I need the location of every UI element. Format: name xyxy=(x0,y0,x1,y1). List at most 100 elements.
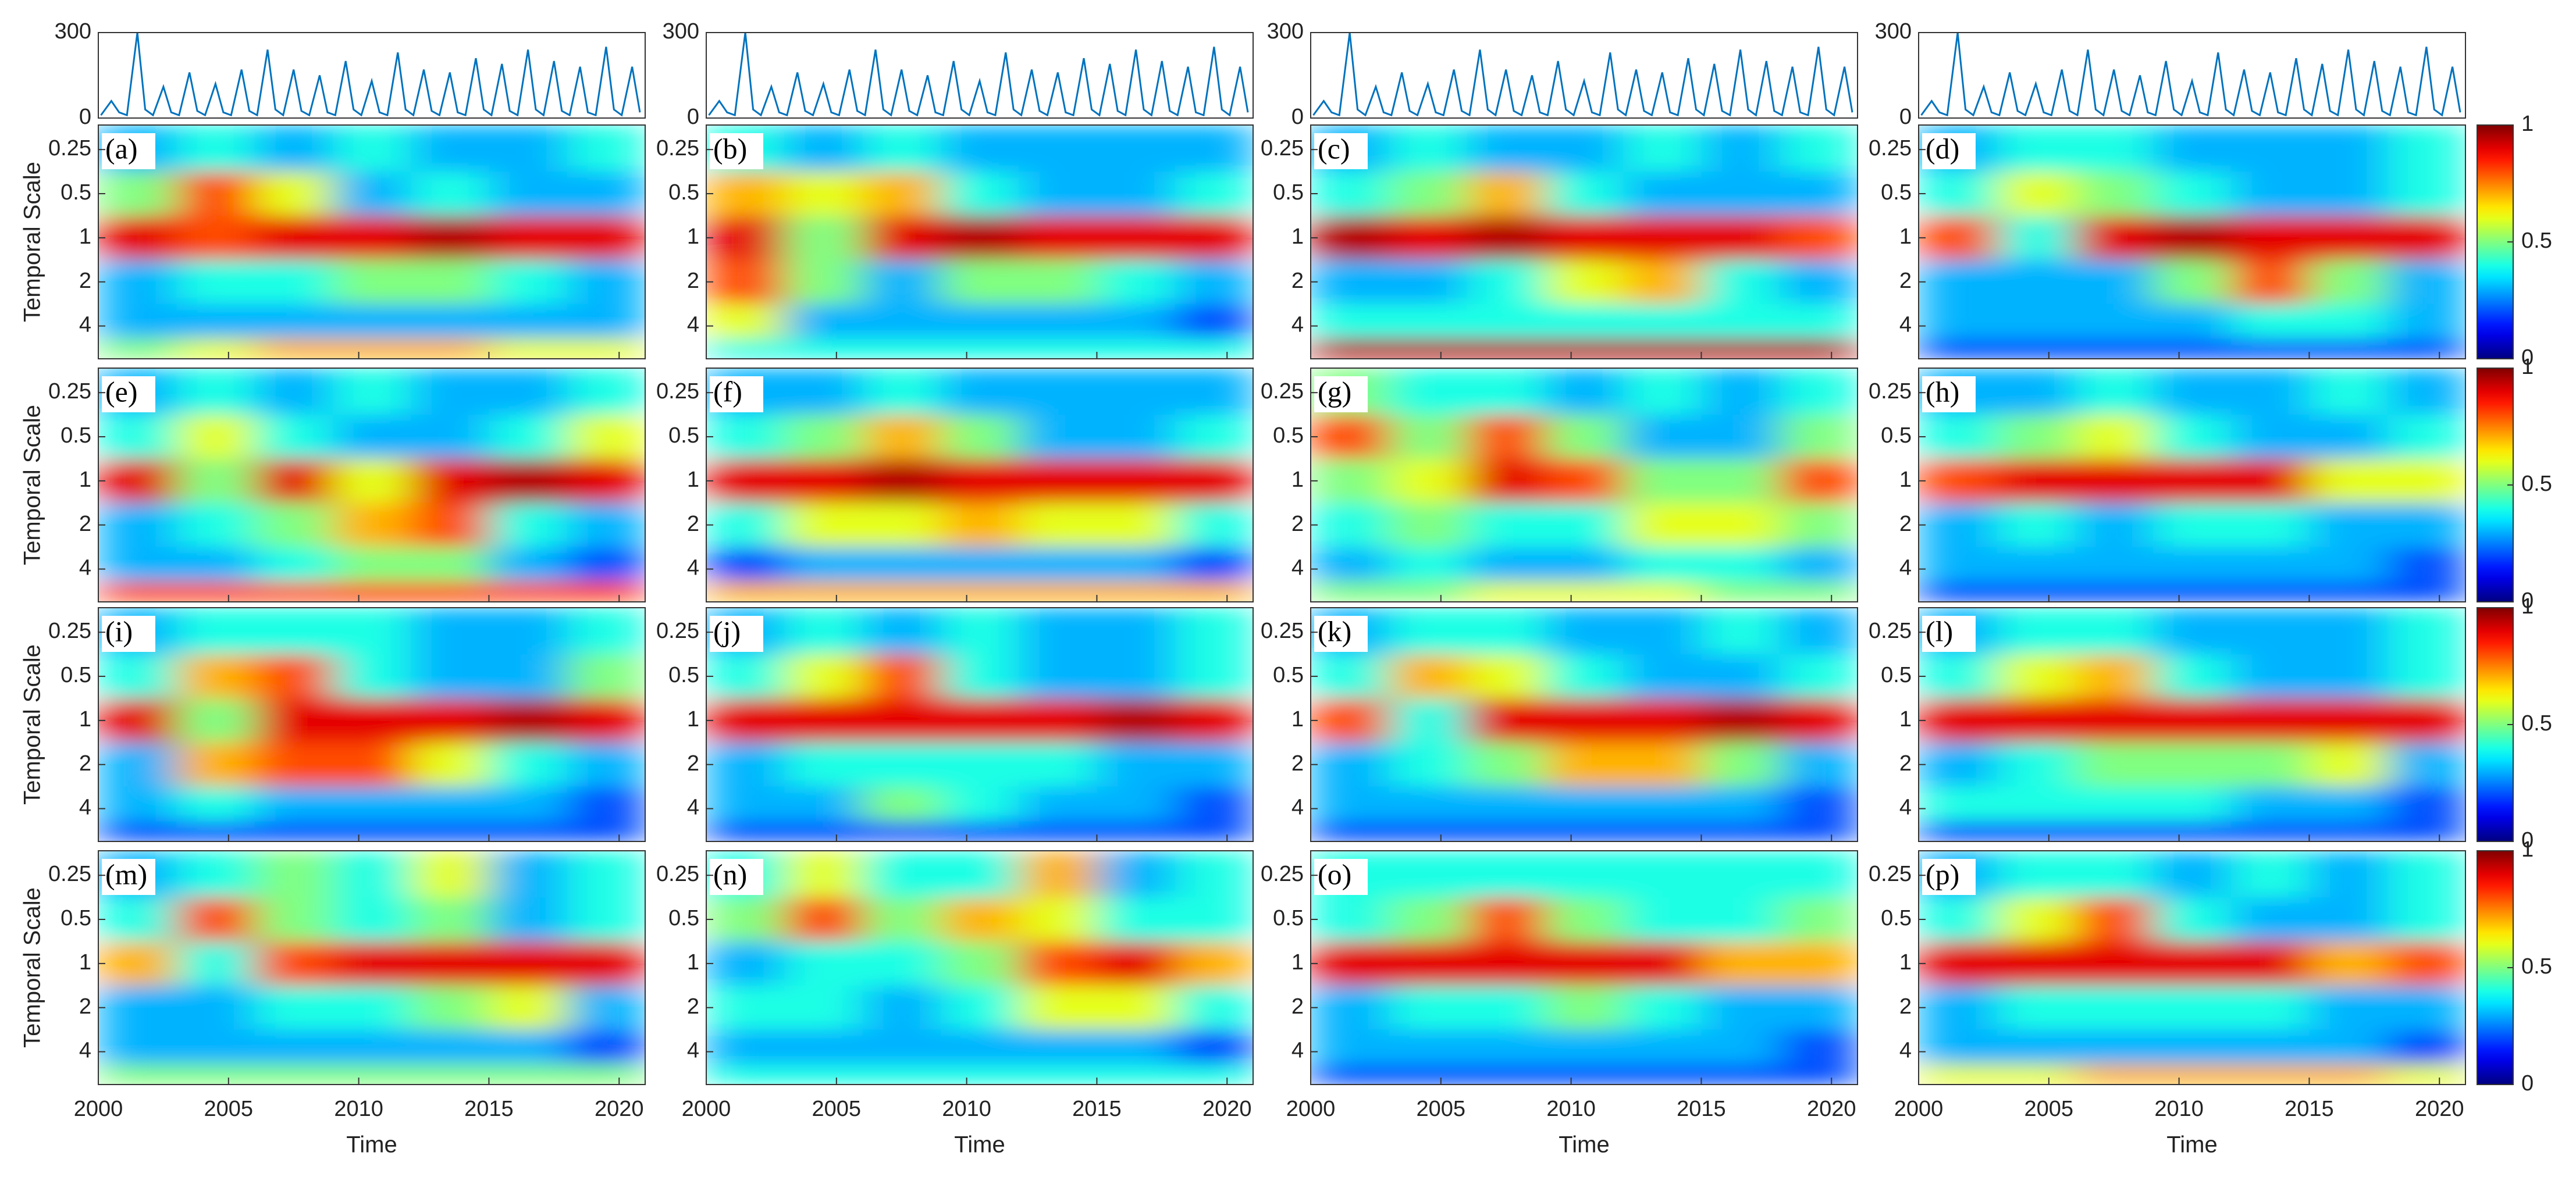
heat-cell xyxy=(1175,304,1253,340)
heat-cell xyxy=(2387,547,2465,583)
y-tick-label: 4 xyxy=(1291,1039,1304,1063)
heat-cell xyxy=(1545,458,1624,504)
y-tick-label: 2 xyxy=(1899,269,1912,293)
heat-cell xyxy=(1997,458,2076,504)
heat-cell xyxy=(1097,608,1176,655)
heat-cell xyxy=(2309,654,2388,699)
heat-cell xyxy=(1097,941,1176,986)
heat-cell xyxy=(940,821,1019,841)
panel-label: (l) xyxy=(1926,615,1953,647)
heat-cell xyxy=(1019,304,1097,340)
heat-cell xyxy=(489,897,568,942)
heat-cell xyxy=(98,786,177,822)
y-tick-label: 2 xyxy=(79,751,91,776)
heat-cell xyxy=(1623,338,1702,359)
heat-cell xyxy=(1097,259,1176,305)
heat-cell xyxy=(567,368,645,415)
heat-cell xyxy=(1019,654,1097,699)
heat-cell xyxy=(862,1064,941,1085)
heat-cell xyxy=(1311,897,1389,942)
heat-cell xyxy=(332,821,411,841)
heat-cell xyxy=(706,786,785,822)
heat-cell xyxy=(706,415,785,459)
heat-cell xyxy=(1019,985,1097,1030)
heat-cell xyxy=(1097,985,1176,1030)
heat-cell xyxy=(176,304,255,340)
heat-cell xyxy=(940,415,1019,459)
heat-cell xyxy=(567,742,645,787)
heat-cell xyxy=(1997,502,2076,548)
heat-cell xyxy=(1389,415,1468,459)
heat-cell xyxy=(1097,1064,1176,1085)
heat-cell xyxy=(1779,304,1858,340)
y-tick-label: 0.25 xyxy=(48,619,91,643)
heat-cell xyxy=(2152,582,2232,602)
heat-cell xyxy=(2152,698,2232,743)
y-tick-label: 0.25 xyxy=(48,379,91,404)
heat-cell xyxy=(2075,941,2154,986)
heat-cell xyxy=(706,985,785,1030)
y-tick-label: 1 xyxy=(687,468,699,492)
heat-cell xyxy=(1097,215,1176,261)
heat-cell xyxy=(784,502,863,548)
plot-frame xyxy=(98,32,646,119)
heat-cell xyxy=(1779,786,1858,822)
heat-cell xyxy=(2309,338,2388,359)
heat-cell xyxy=(489,742,568,787)
heat-cell xyxy=(489,941,568,986)
y-tick-label: 0.25 xyxy=(656,619,699,643)
heat-cell xyxy=(1311,547,1389,583)
heat-cell xyxy=(1389,851,1468,898)
plot-frame xyxy=(98,368,646,602)
heat-cell xyxy=(411,547,489,583)
heat-cell xyxy=(1175,1029,1253,1065)
y-tick-label: 0.5 xyxy=(61,423,91,448)
heat-cell xyxy=(2152,1064,2232,1085)
heat-cell xyxy=(1467,941,1546,986)
heat-cell xyxy=(1389,172,1468,216)
y-tick-label: 4 xyxy=(687,796,699,820)
y-tick-label: 0.5 xyxy=(1273,663,1304,687)
heat-cell xyxy=(1919,547,1997,583)
heat-cell xyxy=(2387,1029,2465,1065)
heat-cell xyxy=(2309,941,2388,986)
heat-cell xyxy=(1019,338,1097,359)
heat-cell xyxy=(2387,502,2465,548)
heat-cell xyxy=(940,1064,1019,1085)
heat-cell xyxy=(1175,941,1253,986)
y-tick-label: 1 xyxy=(1291,707,1304,732)
heat-cell xyxy=(1389,985,1468,1030)
y-tick-label: 0.5 xyxy=(1273,423,1304,448)
heat-cell xyxy=(940,368,1019,415)
heat-cell xyxy=(2309,215,2388,261)
heat-cell xyxy=(1701,1029,1780,1065)
heatmap xyxy=(706,368,1253,602)
heat-cell xyxy=(98,502,177,548)
x-axis-title: Time xyxy=(346,1132,397,1158)
heat-cell xyxy=(1097,654,1176,699)
heat-cell xyxy=(784,608,863,655)
heat-cell xyxy=(411,897,489,942)
heat-cell xyxy=(2387,608,2465,655)
heat-cell xyxy=(2309,259,2388,305)
heat-cell xyxy=(332,742,411,787)
y-tick-label: 4 xyxy=(1899,796,1912,820)
heat-cell xyxy=(176,458,255,504)
heat-cell xyxy=(1997,259,2076,305)
heat-cell xyxy=(176,172,255,216)
heat-cell xyxy=(1623,821,1702,841)
heat-cell xyxy=(254,698,333,743)
heat-cell xyxy=(1019,1029,1097,1065)
heat-cell xyxy=(784,338,863,359)
heatmap-cells xyxy=(706,851,1253,1085)
heat-cell xyxy=(1779,415,1858,459)
heat-cell xyxy=(1467,304,1546,340)
heat-cell xyxy=(784,1029,863,1065)
heat-cell xyxy=(567,502,645,548)
heat-cell xyxy=(1311,172,1389,216)
heat-cell xyxy=(1623,897,1702,942)
heat-cell xyxy=(1467,821,1546,841)
x-tick-label: 2020 xyxy=(1807,1097,1856,1121)
heat-cell xyxy=(489,821,568,841)
heat-cell xyxy=(2152,458,2232,504)
